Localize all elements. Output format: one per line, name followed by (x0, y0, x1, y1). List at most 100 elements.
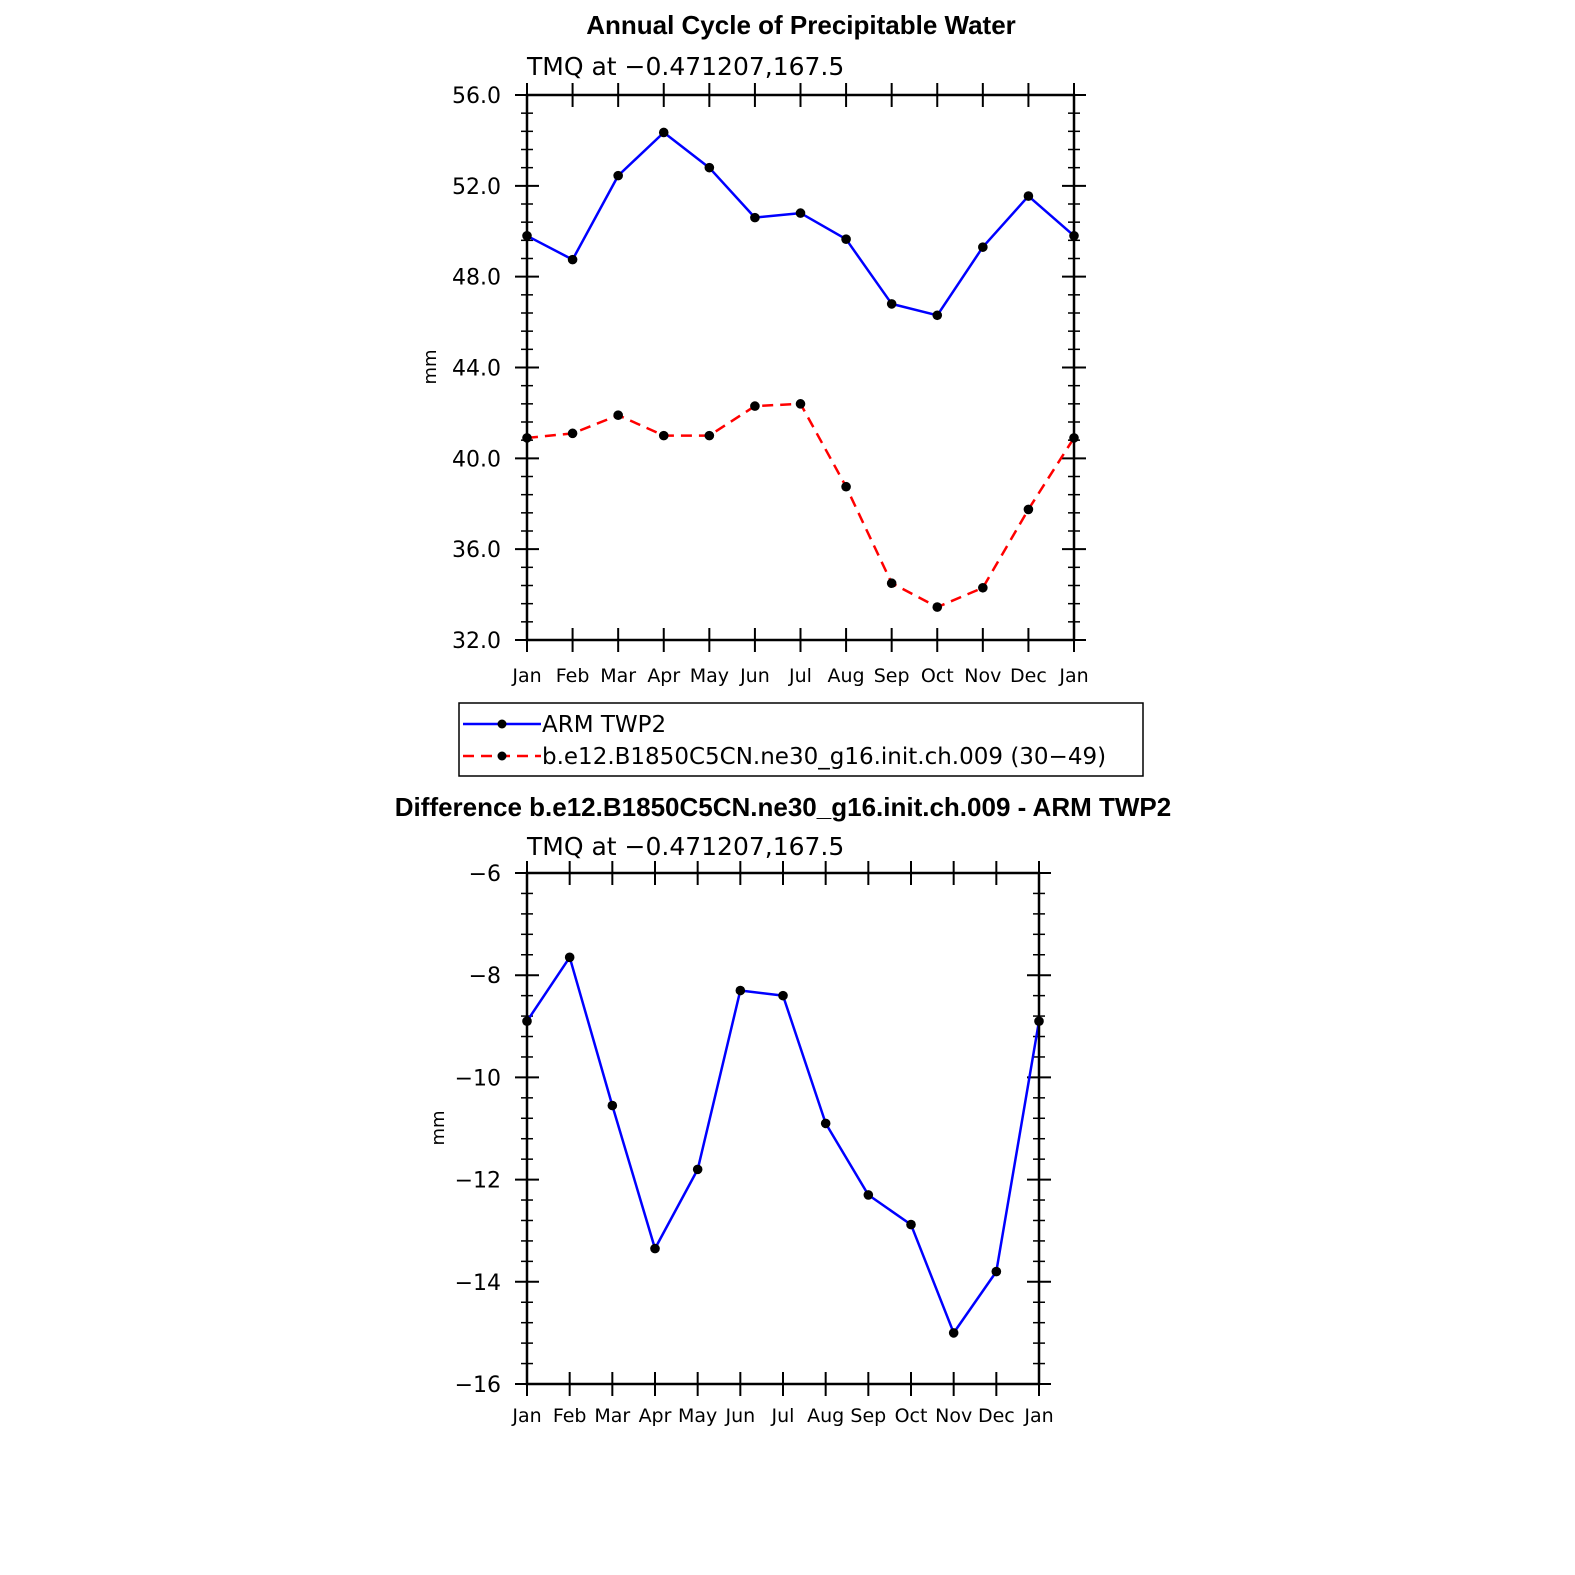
legend-marker-arm-twp2 (497, 719, 507, 729)
y-tick-label: 44.0 (452, 357, 501, 382)
x-tick-label: Feb (553, 1405, 587, 1427)
chart-subtitle: TMQ at −0.471207,167.5 (526, 52, 844, 81)
chart-title: Annual Cycle of Precipitable Water (586, 10, 1016, 40)
x-tick-label: Aug (807, 1405, 844, 1427)
x-tick-label: Jun (724, 1405, 755, 1427)
legend-label-arm-twp2: ARM TWP2 (542, 712, 666, 738)
x-tick-label: Dec (1010, 665, 1047, 687)
x-tick-label: Jul (788, 665, 812, 687)
legend-box (458, 702, 1144, 777)
x-tick-label: Dec (978, 1405, 1015, 1427)
x-tick-label: Jul (771, 1405, 795, 1427)
y-tick-labels: −16 −14 −12 −10 −8 −6 (455, 862, 501, 1398)
data-point-0 (795, 208, 806, 218)
x-tick-label: Apr (647, 665, 680, 687)
data-point-0 (692, 1164, 703, 1175)
data-point-0 (567, 254, 578, 265)
data-point-0 (1023, 191, 1034, 201)
data-point-1 (795, 399, 806, 409)
y-tick-label: −12 (455, 1169, 501, 1194)
x-tick-label: Apr (639, 1405, 672, 1427)
y-axis-label: mm (428, 1110, 449, 1145)
y-tick-labels: 32.0 36.0 40.0 44.0 48.0 52.0 56.0 (452, 84, 501, 654)
axis-ticks (515, 861, 1051, 1396)
data-point-1 (750, 401, 760, 411)
precipitable-water-chart: Annual Cycle of Precipitable Water TMQ a… (420, 10, 1089, 687)
x-tick-label: May (678, 1405, 717, 1427)
y-tick-label: 52.0 (452, 175, 501, 200)
x-tick-label: Aug (828, 665, 865, 687)
data-point-0 (978, 242, 988, 252)
data-point-1 (978, 582, 988, 593)
series-line-0 (526, 131, 1075, 317)
data-point-1 (841, 481, 851, 492)
chart-title: Difference b.e12.B1850C5CN.ne30_g16.init… (395, 792, 1171, 822)
series-group (522, 127, 1079, 612)
data-point-0 (886, 299, 897, 309)
x-tick-label: Jun (739, 665, 770, 687)
data-point-1 (613, 410, 623, 420)
plot-frame (525, 871, 1041, 1386)
x-tick-labels: Jan Feb Mar Apr May Jun Jul Aug Sep Oct Nov Dec Jan (511, 1405, 1053, 1427)
data-point-0 (863, 1190, 874, 1200)
y-tick-label: −16 (455, 1373, 501, 1398)
x-tick-label: Mar (600, 665, 636, 687)
data-point-1 (1023, 504, 1034, 515)
x-tick-label: Oct (921, 665, 954, 687)
data-point-0 (841, 234, 851, 244)
data-point-0 (607, 1100, 618, 1111)
data-point-1 (658, 430, 669, 441)
y-tick-label: −8 (469, 964, 501, 989)
data-point-0 (778, 990, 788, 1001)
y-tick-label: 56.0 (452, 84, 501, 109)
data-point-0 (906, 1219, 916, 1230)
data-point-0 (735, 985, 746, 996)
x-tick-label: Oct (895, 1405, 928, 1427)
legend-entry-model: b.e12.B1850C5CN.ne30_g16.init.ch.009 (30… (463, 744, 1106, 770)
y-tick-label: 48.0 (452, 266, 501, 291)
chart-subtitle: TMQ at −0.471207,167.5 (526, 832, 844, 861)
x-tick-label: Jan (1023, 1405, 1053, 1427)
difference-chart: Difference b.e12.B1850C5CN.ne30_g16.init… (395, 792, 1171, 1427)
x-tick-label: Nov (964, 665, 1001, 687)
y-tick-label: 36.0 (452, 538, 501, 563)
data-point-1 (886, 578, 897, 589)
y-axis-label: mm (420, 349, 441, 384)
data-point-1 (932, 602, 943, 612)
plot-frame (525, 93, 1076, 642)
series-line-0 (525, 956, 1041, 1335)
legend-entry-arm-twp2: ARM TWP2 (463, 712, 666, 738)
data-point-0 (658, 127, 669, 138)
x-tick-label: Sep (850, 1405, 886, 1427)
y-tick-label: −14 (455, 1271, 501, 1296)
x-tick-label: May (690, 665, 729, 687)
data-point-0 (932, 310, 943, 321)
x-tick-labels: Jan Feb Mar Apr May Jun Jul Aug Sep Oct Nov Dec Jan (511, 665, 1088, 687)
data-point-0 (613, 170, 623, 181)
legend-label-model: b.e12.B1850C5CN.ne30_g16.init.ch.009 (30… (542, 744, 1106, 770)
series-line-1 (526, 402, 1076, 609)
data-point-0 (750, 212, 760, 223)
data-point-1 (567, 428, 578, 439)
x-tick-label: Jan (511, 665, 541, 687)
data-point-0 (820, 1118, 831, 1129)
y-tick-label: −6 (469, 862, 501, 887)
data-point-0 (704, 162, 715, 173)
x-tick-label: Sep (874, 665, 910, 687)
x-tick-label: Feb (556, 665, 590, 687)
x-tick-label: Nov (935, 1405, 972, 1427)
y-tick-label: 32.0 (452, 629, 501, 654)
legend: ARM TWP2 b.e12.B1850C5CN.ne30_g16.init.c… (458, 702, 1144, 777)
legend-marker-model (497, 751, 507, 761)
data-point-0 (948, 1328, 959, 1338)
data-point-0 (991, 1266, 1002, 1277)
data-point-0 (650, 1243, 660, 1254)
x-tick-label: Mar (594, 1405, 630, 1427)
axis-ticks (515, 83, 1086, 652)
series-group (522, 952, 1044, 1338)
data-point-1 (704, 430, 715, 441)
y-tick-label: −10 (455, 1066, 501, 1091)
x-tick-label: Jan (1058, 665, 1088, 687)
y-tick-label: 40.0 (452, 447, 501, 472)
